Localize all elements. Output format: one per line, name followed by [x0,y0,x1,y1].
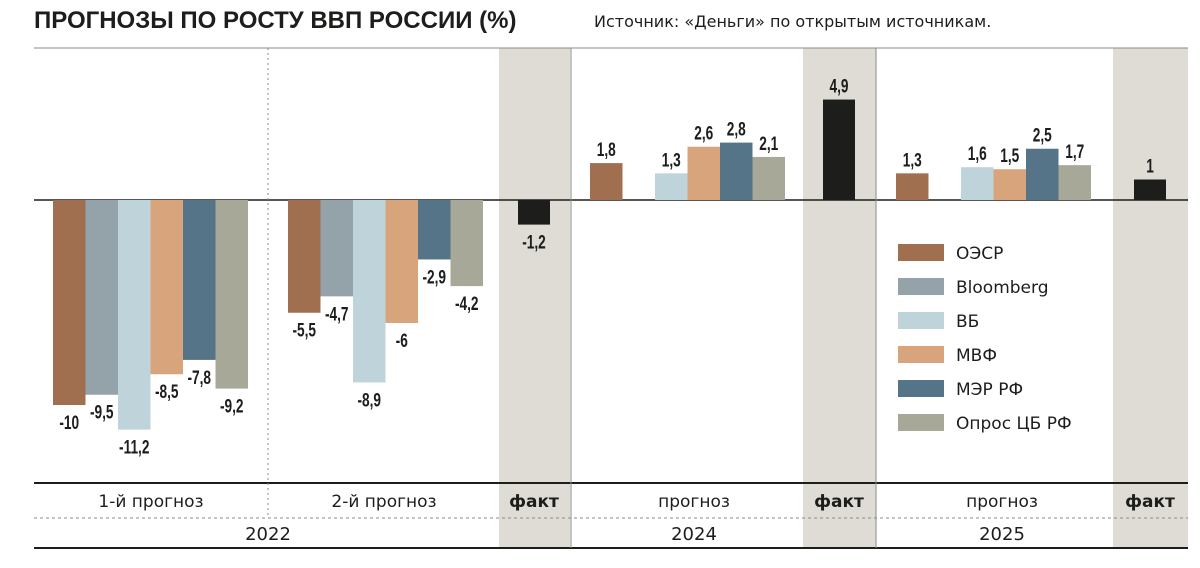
bar-g2024-4 [720,142,753,200]
bar-g2024-5 [752,156,785,200]
legend-label-4: МЭР РФ [956,380,1023,400]
legend-label-1: Bloomberg [956,278,1048,298]
value-label-g2025-3: 1,5 [1000,145,1019,167]
value-label-g2-5: -4,2 [455,293,479,315]
category-label-f2022: факт [509,492,559,512]
bar-f2022-0 [518,200,550,225]
bar-f2024-0 [823,99,855,200]
bar-g2-2 [353,200,386,383]
legend-label-0: ОЭСР [956,244,1003,264]
bar-g1-2 [118,200,151,430]
value-label-g2-1: -4,7 [325,303,349,325]
year-label-y2024: 2024 [671,524,717,545]
value-label-g1-5: -9,2 [220,395,244,417]
legend-swatch-2 [898,312,944,329]
value-label-g2024-0: 1,8 [597,139,616,161]
bar-g2025-4 [1026,148,1059,200]
value-label-g2-4: -2,9 [422,266,446,288]
legend-swatch-5 [898,414,944,431]
legend-swatch-1 [898,278,944,295]
bar-g1-0 [53,200,86,405]
value-label-g2025-4: 2,5 [1033,125,1052,147]
bar-g2-4 [418,200,451,260]
category-label-g2025: прогноз [966,492,1038,512]
bar-g2-5 [450,200,483,287]
fact-band-f2022 [499,48,570,548]
value-label-g2025-0: 1,3 [903,149,922,171]
legend-label-3: МВФ [956,346,997,366]
bar-g2025-5 [1058,165,1091,200]
bar-g2024-0 [590,163,623,200]
value-label-f2024-0: 4,9 [829,75,848,97]
value-label-g2025-2: 1,6 [968,143,987,165]
year-label-y2025: 2025 [979,524,1025,545]
category-label-g2: 2-й прогноз [331,492,436,512]
legend-label-2: ВБ [956,312,979,332]
chart-title: ПРОГНОЗЫ ПО РОСТУ ВВП РОССИИ (%) [34,7,516,34]
bar-g2-1 [320,200,353,297]
source-note: Источник: «Деньги» по открытым источника… [594,12,991,31]
value-label-g1-1: -9,5 [90,402,114,424]
legend-swatch-4 [898,380,944,397]
legend-swatch-0 [898,244,944,261]
value-label-g1-2: -11,2 [119,436,149,458]
value-label-f2025-0: 1 [1146,155,1154,177]
category-label-g1: 1-й прогноз [98,492,203,512]
bar-g1-1 [85,200,118,395]
value-label-g2025-5: 1,7 [1065,141,1084,163]
bar-g2025-0 [896,173,929,200]
value-label-g2024-5: 2,1 [759,133,778,155]
bar-g2-0 [288,200,321,313]
category-label-g2024: прогноз [658,492,730,512]
bar-g2025-3 [993,169,1026,200]
value-label-g2-2: -8,9 [357,389,381,411]
value-label-g1-3: -8,5 [155,381,179,403]
value-label-g2-3: -6 [396,330,408,352]
bar-g2024-3 [687,146,720,200]
bar-f2025-0 [1134,179,1166,200]
legend-swatch-3 [898,346,944,363]
value-label-g2-0: -5,5 [292,320,316,342]
category-label-f2024: факт [814,492,864,512]
bar-g2-3 [385,200,418,323]
fact-band-f2025 [1113,48,1188,548]
value-label-g1-0: -10 [59,412,79,434]
value-label-g2024-4: 2,8 [727,118,746,140]
year-label-y2022: 2022 [245,524,291,545]
value-label-g1-4: -7,8 [187,367,211,389]
bar-g2025-2 [961,167,994,200]
value-label-f2022-0: -1,2 [522,231,546,253]
bar-g2024-2 [655,173,688,200]
bar-g1-4 [183,200,216,360]
value-label-g2024-2: 1,3 [662,149,681,171]
category-label-f2025: факт [1125,492,1175,512]
value-label-g2024-3: 2,6 [694,122,713,144]
legend-label-5: Опрос ЦБ РФ [956,414,1072,434]
bar-g1-5 [215,200,248,389]
bar-g1-3 [150,200,183,375]
